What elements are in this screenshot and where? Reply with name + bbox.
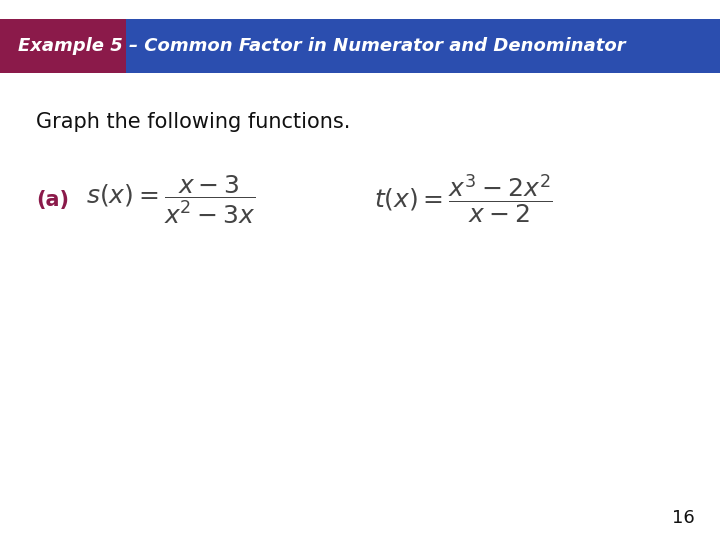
Text: $t(x) = \dfrac{x^3 - 2x^2}{x - 2}$: $t(x) = \dfrac{x^3 - 2x^2}{x - 2}$ <box>374 173 554 226</box>
Text: 16: 16 <box>672 509 695 528</box>
Text: $s(x) = \dfrac{x - 3}{x^2 - 3x}$: $s(x) = \dfrac{x - 3}{x^2 - 3x}$ <box>86 174 256 226</box>
Text: Graph the following functions.: Graph the following functions. <box>36 111 351 132</box>
Text: Example 5 – Common Factor in Numerator and Denominator: Example 5 – Common Factor in Numerator a… <box>18 37 626 55</box>
Text: (a): (a) <box>36 190 69 210</box>
